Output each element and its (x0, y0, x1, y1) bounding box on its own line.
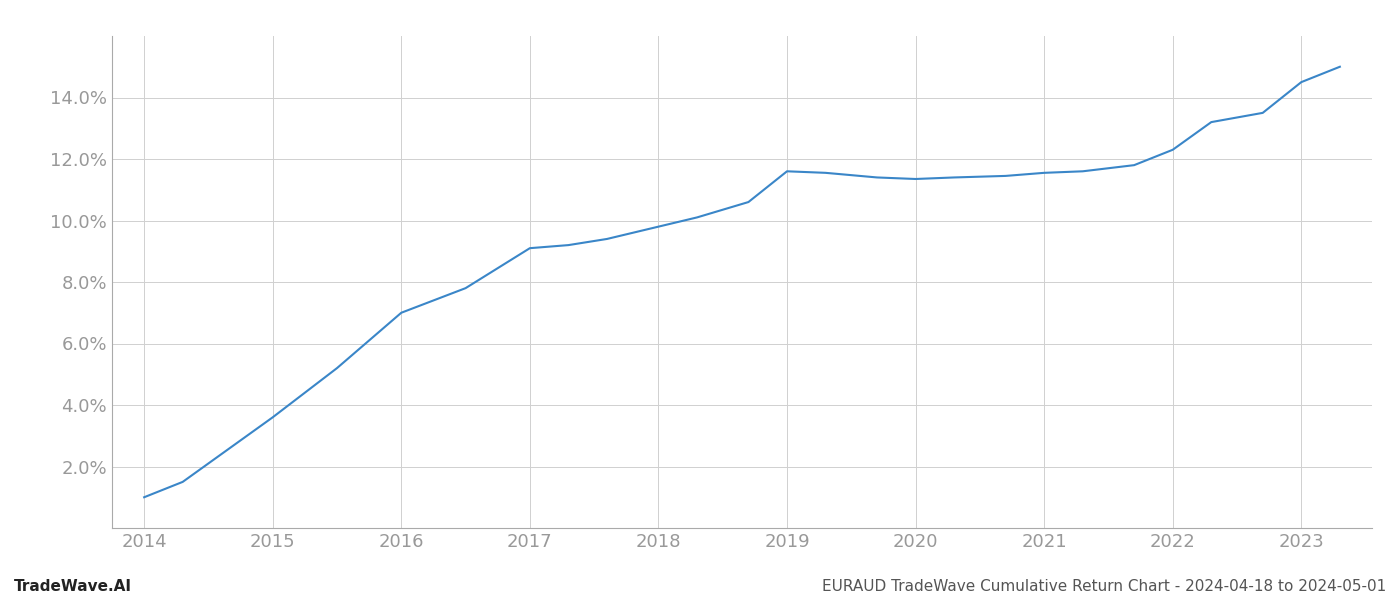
Text: EURAUD TradeWave Cumulative Return Chart - 2024-04-18 to 2024-05-01: EURAUD TradeWave Cumulative Return Chart… (822, 579, 1386, 594)
Text: TradeWave.AI: TradeWave.AI (14, 579, 132, 594)
